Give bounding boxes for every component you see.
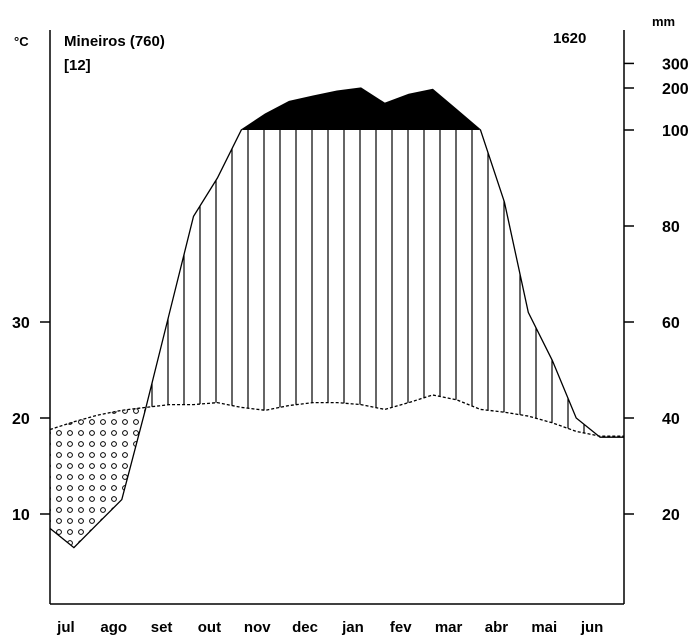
station-extra: [12] (64, 57, 91, 74)
month-label-dec: dec (292, 619, 318, 636)
annual-precipitation: 1620 (553, 30, 586, 47)
precip-tick-label-60: 60 (662, 315, 680, 332)
month-label-jun: jun (580, 619, 604, 636)
precip-tick-label-80: 80 (662, 219, 680, 236)
month-label-abr: abr (485, 619, 509, 636)
month-label-mai: mai (531, 619, 557, 636)
temperature-curve (49, 394, 624, 437)
month-label-out: out (198, 619, 221, 636)
month-label-nov: nov (244, 619, 271, 636)
month-label-jul: jul (56, 619, 75, 636)
precipitation-unit-label: mm (652, 14, 675, 29)
precipitation-curve (49, 87, 624, 549)
humid-period-area (147, 130, 597, 436)
temp-tick-label-30: 30 (12, 315, 30, 332)
month-label-ago: ago (100, 619, 127, 636)
precip-tick-label-300: 300 (662, 56, 689, 73)
precip-tick-label-200: 200 (662, 81, 689, 98)
precip-tick-label-40: 40 (662, 411, 680, 428)
month-label-jan: jan (341, 619, 364, 636)
temp-tick-label-10: 10 (12, 507, 30, 524)
month-label-mar: mar (435, 619, 463, 636)
month-label-set: set (151, 619, 173, 636)
precip-tick-label-100: 100 (662, 123, 689, 140)
dry-period-area (50, 407, 624, 548)
precip-tick-label-20: 20 (662, 507, 680, 524)
station-title: Mineiros (760) (64, 33, 165, 50)
temp-tick-label-20: 20 (12, 411, 30, 428)
perhumid-period-area (243, 88, 479, 130)
month-label-fev: fev (390, 619, 412, 636)
temperature-unit-label: °C (14, 34, 29, 49)
